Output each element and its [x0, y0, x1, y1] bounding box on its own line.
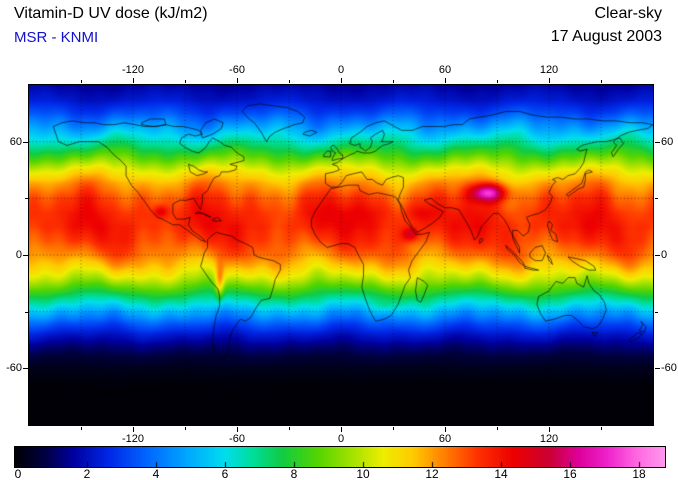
- x-axis-tick-label: -60: [229, 433, 245, 445]
- y-axis-tick-label: 60: [661, 135, 674, 148]
- x-axis-tick: [601, 427, 602, 430]
- x-axis-tick-label: 120: [539, 64, 559, 76]
- y-axis-tick-label: -60: [6, 362, 22, 375]
- y-axis-tick: [23, 255, 28, 256]
- x-axis-tick: [237, 427, 238, 432]
- x-axis-tick-label: -120: [121, 433, 145, 445]
- x-axis-tick-label: 60: [438, 433, 452, 445]
- colorbar-tick-label: 0: [14, 467, 22, 480]
- date-label: 17 August 2003: [550, 28, 662, 45]
- sky-condition-label: Clear-sky: [594, 5, 662, 22]
- x-axis-tick: [341, 427, 342, 432]
- page-title: Vitamin-D UV dose (kJ/m2): [14, 5, 208, 22]
- x-axis-tick-label: 120: [539, 433, 559, 445]
- colorbar-canvas: [14, 446, 666, 468]
- x-axis-tick: [445, 78, 446, 83]
- colorbar-tick-label: 6: [221, 467, 229, 480]
- y-axis-tick: [25, 198, 28, 200]
- y-axis-tick-label: 0: [15, 249, 22, 261]
- x-axis-tick: [133, 427, 134, 432]
- y-axis-tick: [655, 198, 658, 200]
- x-axis-tick: [185, 80, 186, 83]
- x-axis-tick: [393, 427, 394, 430]
- y-axis-tick: [23, 368, 28, 370]
- y-axis-tick: [25, 311, 28, 313]
- x-axis-tick: [185, 427, 186, 430]
- y-axis-tick: [655, 311, 658, 313]
- y-axis-tick: [655, 141, 660, 143]
- colorbar-tick-label: 14: [494, 467, 508, 480]
- y-axis-tick-label: -60: [661, 362, 677, 375]
- y-axis-tick: [23, 141, 28, 143]
- x-axis-tick: [497, 80, 498, 83]
- x-axis-tick-label: 60: [438, 64, 452, 76]
- y-axis-tick-label: 60: [9, 135, 22, 148]
- colorbar-tick-label: 8: [290, 467, 298, 480]
- y-axis-tick-label: 0: [661, 249, 668, 261]
- x-axis-tick: [601, 80, 602, 83]
- colorbar-tick-label: 16: [563, 467, 577, 480]
- x-axis-tick-label: -120: [121, 64, 145, 76]
- x-axis-tick: [133, 78, 134, 83]
- x-axis-tick: [549, 427, 550, 432]
- x-axis-tick: [393, 80, 394, 83]
- colorbar-tick-label: 12: [425, 467, 439, 480]
- x-axis-tick-label: 0: [337, 433, 345, 445]
- world-map-canvas: [28, 84, 654, 426]
- x-axis-tick: [549, 78, 550, 83]
- y-axis-tick: [655, 255, 660, 256]
- x-axis-tick: [497, 427, 498, 430]
- x-axis-tick: [445, 427, 446, 432]
- x-axis-tick: [237, 78, 238, 83]
- colorbar-tick-label: 2: [83, 467, 91, 480]
- x-axis-tick: [289, 80, 290, 83]
- map-subtitle: MSR - KNMI: [14, 29, 99, 46]
- x-axis-tick: [289, 427, 290, 430]
- x-axis-tick: [81, 427, 82, 430]
- y-axis-tick: [655, 368, 660, 370]
- colorbar-tick-label: 10: [356, 467, 370, 480]
- x-axis-tick-label: 0: [337, 64, 345, 76]
- x-axis-tick: [341, 78, 342, 83]
- x-axis-tick-label: -60: [229, 64, 245, 76]
- colorbar-tick-label: 18: [632, 467, 646, 480]
- x-axis-tick: [81, 80, 82, 83]
- colorbar-tick-label: 4: [152, 467, 160, 480]
